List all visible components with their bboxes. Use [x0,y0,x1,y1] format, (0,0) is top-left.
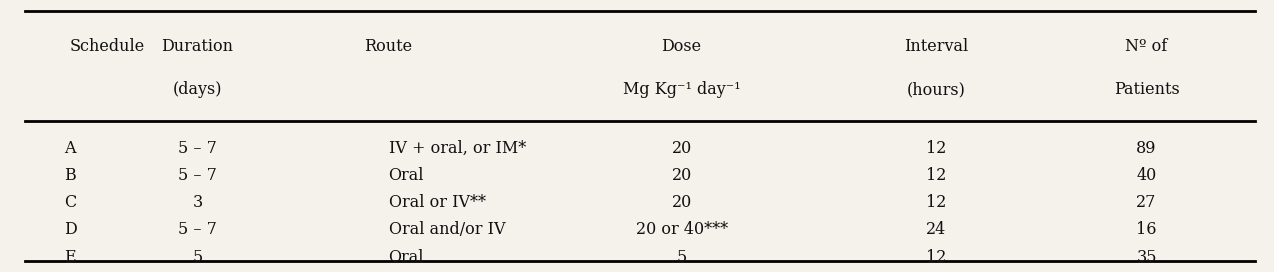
Text: Nº of: Nº of [1125,38,1168,55]
Text: (days): (days) [173,81,222,98]
Text: 20: 20 [671,140,692,157]
Text: Dose: Dose [661,38,702,55]
Text: Oral or IV**: Oral or IV** [389,194,485,211]
Text: 5: 5 [676,249,687,265]
Text: 5: 5 [192,249,203,265]
Text: 35: 35 [1136,249,1157,265]
Text: 12: 12 [926,194,947,211]
Text: 24: 24 [926,221,947,238]
Text: 20: 20 [671,194,692,211]
Text: B: B [64,167,76,184]
Text: 5 – 7: 5 – 7 [178,167,217,184]
Text: Oral: Oral [389,167,424,184]
Text: Duration: Duration [162,38,233,55]
Text: Interval: Interval [905,38,968,55]
Text: A: A [64,140,76,157]
Text: IV + oral, or IM*: IV + oral, or IM* [389,140,526,157]
Text: Oral: Oral [389,249,424,265]
Text: Mg Kg⁻¹ day⁻¹: Mg Kg⁻¹ day⁻¹ [623,81,740,98]
Text: 20 or 40***: 20 or 40*** [636,221,727,238]
Text: 5 – 7: 5 – 7 [178,140,217,157]
Text: 27: 27 [1136,194,1157,211]
Text: (hours): (hours) [907,81,966,98]
Text: Oral and/or IV: Oral and/or IV [389,221,505,238]
Text: 5 – 7: 5 – 7 [178,221,217,238]
Text: 16: 16 [1136,221,1157,238]
Text: Route: Route [364,38,413,55]
Text: 12: 12 [926,140,947,157]
Text: Patients: Patients [1113,81,1180,98]
Text: D: D [64,221,76,238]
Text: E: E [64,249,76,265]
Text: 89: 89 [1136,140,1157,157]
Text: 40: 40 [1136,167,1157,184]
Text: C: C [64,194,76,211]
Text: 20: 20 [671,167,692,184]
Text: 3: 3 [192,194,203,211]
Text: 12: 12 [926,249,947,265]
Text: Schedule: Schedule [70,38,145,55]
Text: 12: 12 [926,167,947,184]
